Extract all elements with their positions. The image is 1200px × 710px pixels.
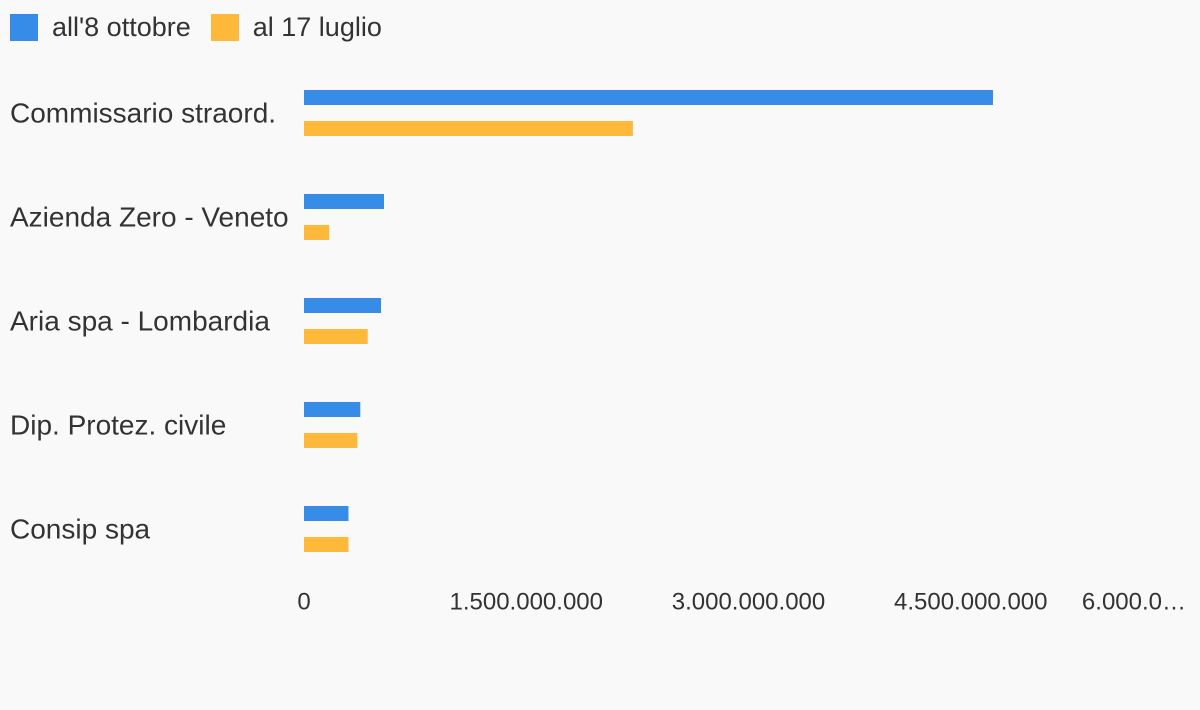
x-tick-label: 3.000.000.000 <box>672 588 825 615</box>
legend-item-series-1[interactable]: all'8 ottobre <box>10 10 191 44</box>
x-tick-label: 4.500.000.000 <box>894 588 1047 615</box>
bar-series-1[interactable] <box>304 506 349 521</box>
bar-series-2[interactable] <box>304 433 358 448</box>
category-label: Dip. Protez. civile <box>10 409 226 440</box>
category-label: Consip spa <box>10 513 151 544</box>
category-label: Commissario straord. <box>10 97 276 128</box>
legend-swatch-series-2 <box>210 13 239 41</box>
bar-series-1[interactable] <box>304 402 361 417</box>
legend-label-series-1: all'8 ottobre <box>52 12 191 42</box>
legend-swatch-series-1 <box>10 13 38 41</box>
bar-series-2[interactable] <box>304 121 633 136</box>
legend-label-series-2: al 17 luglio <box>252 12 382 42</box>
bar-series-1[interactable] <box>304 90 993 105</box>
category-label: Azienda Zero - Veneto <box>10 201 289 232</box>
x-tick-label: 1.500.000.000 <box>450 588 603 615</box>
x-tick-label: 0 <box>297 588 310 615</box>
bar-series-2[interactable] <box>304 225 330 240</box>
legend-item-series-2[interactable]: al 17 luglio <box>210 10 382 44</box>
bar-series-2[interactable] <box>304 329 368 344</box>
x-tick-label: 6.000.0… <box>1082 588 1186 615</box>
bar-series-1[interactable] <box>304 298 382 313</box>
bar-series-2[interactable] <box>304 537 349 552</box>
category-label: Aria spa - Lombardia <box>10 305 270 336</box>
bar-series-1[interactable] <box>304 194 385 209</box>
chart-legend: all'8 ottobre al 17 luglio <box>10 10 402 44</box>
